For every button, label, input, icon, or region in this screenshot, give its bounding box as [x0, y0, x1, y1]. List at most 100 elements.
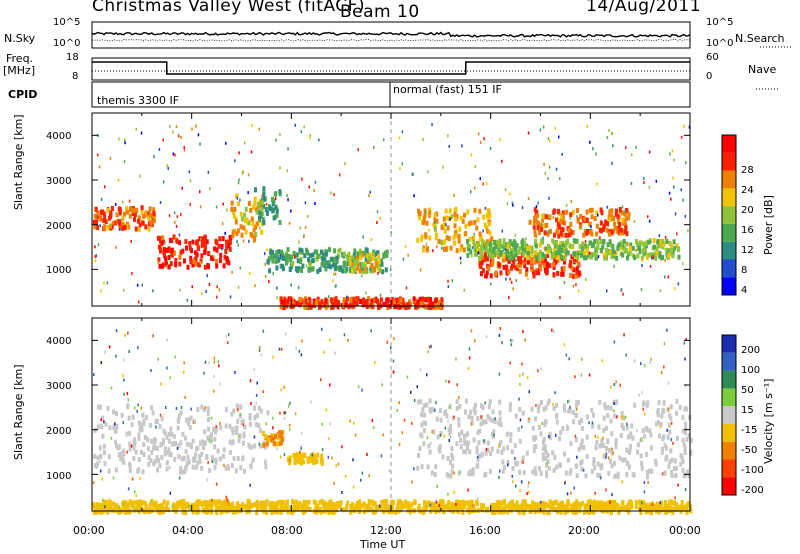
velocity-cell	[159, 506, 163, 512]
velocity-speckle	[226, 498, 228, 502]
velocity-speckle	[540, 367, 542, 371]
power-cell	[588, 254, 592, 260]
power-speckle	[501, 229, 503, 233]
power-cell	[110, 224, 114, 230]
velocity-speckle	[123, 502, 125, 506]
power-cell	[491, 253, 495, 259]
velocity-cell	[438, 408, 442, 413]
power-cell	[454, 216, 457, 222]
velocity-cell	[352, 507, 356, 513]
power-cell	[365, 258, 369, 263]
velocity-cell	[336, 501, 340, 507]
velocity-speckle	[213, 356, 216, 360]
power-cell	[654, 251, 657, 257]
power-cell	[606, 250, 610, 256]
velocity-cell	[630, 503, 633, 509]
power-cell	[478, 208, 482, 214]
velocity-cell	[677, 506, 681, 512]
velocity-cell	[95, 502, 99, 507]
power-speckle	[447, 134, 449, 138]
power-cell	[98, 216, 102, 222]
power-cell	[256, 205, 260, 211]
power-cell	[606, 242, 610, 248]
colorbar-segment	[722, 135, 736, 153]
power-cell	[337, 253, 341, 259]
velocity-cell	[131, 414, 135, 420]
velocity-speckle	[625, 353, 627, 357]
velocity-cell	[504, 504, 508, 510]
power-speckle	[106, 281, 109, 285]
velocity-cell	[191, 464, 195, 470]
velocity-speckle	[514, 456, 516, 460]
velocity-cell	[540, 507, 544, 513]
velocity-speckle	[353, 421, 355, 425]
power-cell	[532, 224, 536, 230]
velocity-speckle	[349, 419, 351, 423]
power-cell	[343, 260, 347, 266]
power-cell	[621, 217, 625, 223]
power-cell	[111, 220, 115, 226]
power-cell	[599, 228, 603, 234]
velocity-cell	[559, 509, 563, 515]
power-cell	[574, 239, 578, 244]
velocity-speckle	[328, 437, 330, 441]
velocity-cell	[96, 455, 100, 461]
power-cell	[502, 253, 506, 259]
velocity-cell	[593, 465, 597, 471]
velocity-speckle	[633, 359, 636, 363]
velocity-speckle	[134, 406, 136, 410]
power-cell	[545, 222, 549, 228]
power-cell	[184, 239, 188, 245]
velocity-cell	[297, 459, 301, 464]
velocity-speckle	[419, 368, 422, 372]
power-cell	[658, 251, 662, 257]
power-cell	[605, 227, 609, 233]
velocity-cell	[196, 501, 200, 506]
power-cell	[158, 244, 161, 250]
velocity-cell	[314, 459, 318, 465]
power-cell	[320, 256, 324, 262]
power-speckle	[287, 198, 289, 202]
velocity-cell	[417, 503, 421, 509]
velocity-cell	[422, 403, 426, 409]
velocity-cell	[645, 474, 649, 480]
power-cell	[435, 211, 439, 217]
velocity-speckle	[498, 444, 500, 448]
cpid-panel-frame	[91, 81, 691, 108]
power-cell	[562, 266, 566, 271]
velocity-cell	[247, 442, 251, 448]
power-cell	[254, 224, 258, 230]
velocity-cell	[206, 406, 210, 412]
power-cell	[552, 252, 556, 257]
power-cell	[559, 219, 563, 224]
velocity-cell	[683, 446, 687, 451]
velocity-speckle	[104, 350, 106, 354]
power-cell	[482, 214, 486, 220]
power-speckle	[578, 249, 580, 253]
velocity-cell	[518, 504, 522, 510]
power-cell	[523, 257, 527, 263]
velocity-cell	[239, 465, 243, 471]
power-speckle	[361, 274, 363, 278]
velocity-cell	[562, 506, 566, 512]
power-speckle	[279, 254, 281, 258]
power-cell	[619, 230, 623, 236]
velocity-cell	[469, 499, 473, 505]
power-speckle	[470, 190, 472, 194]
power-cell	[655, 246, 659, 252]
velocity-cell	[117, 506, 121, 512]
velocity-cell	[625, 507, 629, 513]
velocity-cell	[543, 444, 547, 450]
velocity-cell	[634, 500, 638, 506]
power-cell	[271, 208, 275, 214]
power-cell	[473, 207, 477, 213]
power-cell	[227, 260, 231, 266]
power-speckle	[664, 235, 667, 239]
power-speckle	[554, 244, 556, 248]
power-speckle	[463, 288, 465, 292]
power-cell	[533, 215, 537, 221]
power-speckle	[162, 180, 165, 184]
power-cell	[148, 206, 152, 212]
power-cell	[453, 240, 457, 246]
power-speckle	[265, 202, 268, 206]
